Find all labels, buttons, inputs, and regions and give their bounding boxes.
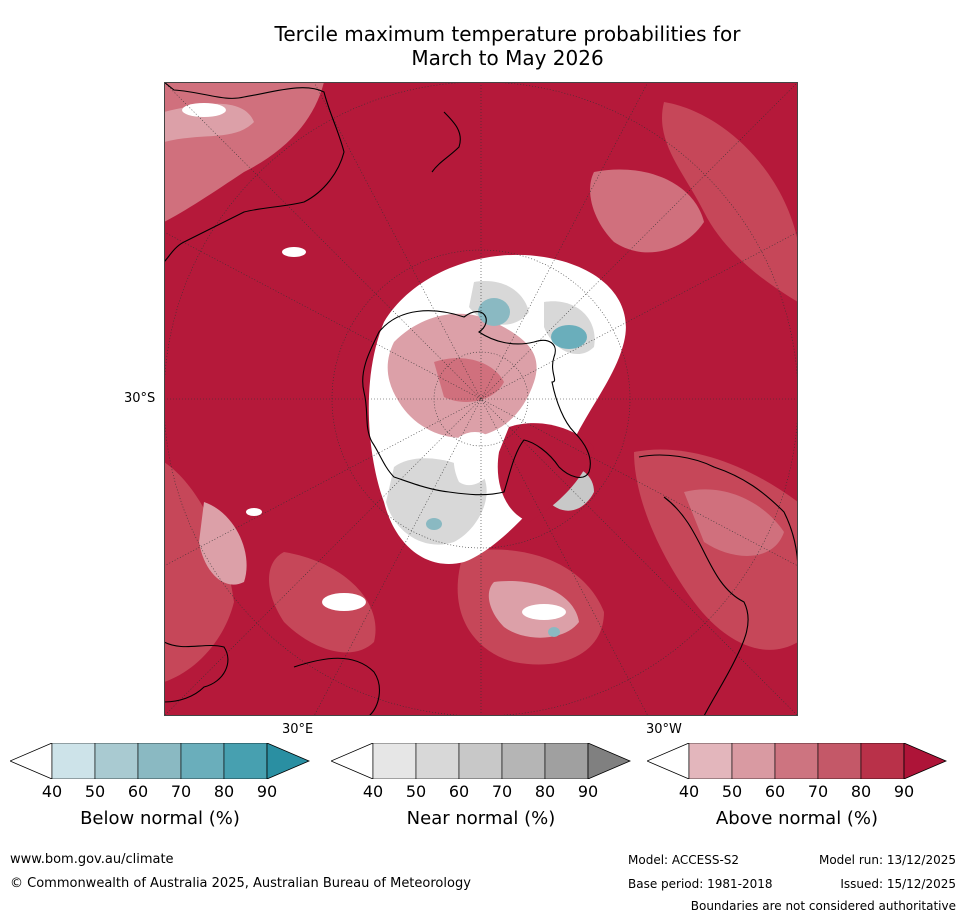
antarctica-coast xyxy=(362,310,591,496)
colorbar-ticks-near: 40 50 60 70 80 90 xyxy=(331,782,631,802)
colorbar-label-near: Near normal (%) xyxy=(406,808,556,829)
colorbar-segment xyxy=(774,743,819,779)
colorbar-label-below: Below normal (%) xyxy=(80,808,240,829)
colorbar-segment xyxy=(415,743,460,779)
white-patch xyxy=(246,508,262,516)
model-name: Model: ACCESS-S2 xyxy=(628,853,740,867)
below-normal-patch xyxy=(478,298,510,326)
colorbar-tick-label: 80 xyxy=(850,782,872,801)
graticule xyxy=(164,82,798,716)
colorbar-tick-label: 50 xyxy=(405,782,427,801)
colorbar-segment xyxy=(137,743,182,779)
colorbar-ticks-above: 40 50 60 70 80 90 xyxy=(647,782,947,802)
white-patch xyxy=(322,593,366,611)
australia-coast xyxy=(164,82,345,263)
issued-date: Issued: 15/12/2025 xyxy=(840,877,956,891)
red-intrusion xyxy=(497,423,594,522)
colorbar-tick-label: 90 xyxy=(893,782,915,801)
above-50-region xyxy=(199,502,247,585)
colorbar-tick-label: 70 xyxy=(491,782,513,801)
colorbar-segment xyxy=(817,743,862,779)
colorbar-segments xyxy=(10,743,310,779)
colorbar-segment xyxy=(544,743,589,779)
south-america-coast xyxy=(638,454,798,716)
colorbar-segment xyxy=(501,743,546,779)
colorbar-tick-label: 50 xyxy=(84,782,106,801)
coastlines xyxy=(164,82,798,716)
lat-label-30s: 30°S xyxy=(124,391,156,406)
colorbar-tick-label: 70 xyxy=(170,782,192,801)
colorbar-tick-label: 90 xyxy=(256,782,278,801)
colorbar-segment xyxy=(731,743,776,779)
below-normal-patch xyxy=(548,627,560,637)
africa-coast xyxy=(164,641,380,716)
colorbar-segments xyxy=(331,743,631,779)
disclaimer: Boundaries are not considered authoritat… xyxy=(690,899,956,913)
colorbar-segments xyxy=(647,743,947,779)
colorbar-tick-label: 50 xyxy=(721,782,743,801)
above-50-region xyxy=(684,489,784,556)
colorbar-segment xyxy=(458,743,503,779)
colorbar-extend-low xyxy=(647,743,690,779)
colorbar-extend-low xyxy=(331,743,374,779)
colorbar-tick-label: 80 xyxy=(213,782,235,801)
colorbar-extend-high xyxy=(266,743,310,779)
colorbar-extend-low xyxy=(10,743,53,779)
colorbar-tick-label: 40 xyxy=(362,782,384,801)
chart-title: Tercile maximum temperature probabilitie… xyxy=(150,22,865,70)
colorbar-extend-high xyxy=(587,743,631,779)
base-period: Base period: 1981-2018 xyxy=(628,877,773,891)
colorbar-segment xyxy=(94,743,139,779)
colorbar-tick-label: 70 xyxy=(807,782,829,801)
colorbar-below-normal xyxy=(10,743,310,779)
white-patch xyxy=(182,103,226,117)
probability-map xyxy=(164,82,798,716)
colorbar-label-above: Above normal (%) xyxy=(715,808,879,829)
lon-label-30e: 30°E xyxy=(282,722,314,737)
below-normal-patch xyxy=(426,518,442,530)
colorbar-tick-label: 90 xyxy=(577,782,599,801)
colorbar-tick-label: 40 xyxy=(678,782,700,801)
colorbar-segment xyxy=(688,743,733,779)
white-patch xyxy=(282,247,306,257)
colorbar-segment xyxy=(860,743,905,779)
below-normal-patch xyxy=(551,325,587,349)
title-line-2: March to May 2026 xyxy=(411,46,604,70)
above-70-region xyxy=(662,102,798,302)
lon-label-30w: 30°W xyxy=(646,722,682,737)
colorbar-segment xyxy=(223,743,268,779)
colorbar-above-normal xyxy=(647,743,947,779)
colorbar-tick-label: 60 xyxy=(448,782,470,801)
above-70-region xyxy=(164,462,234,682)
website-link[interactable]: www.bom.gov.au/climate xyxy=(10,852,174,867)
colorbar-tick-label: 60 xyxy=(127,782,149,801)
copyright-text: © Commonwealth of Australia 2025, Austra… xyxy=(10,876,471,891)
colorbar-segment xyxy=(51,743,96,779)
colorbar-segment xyxy=(372,743,417,779)
colorbar-segment xyxy=(180,743,225,779)
colorbar-extend-high xyxy=(903,743,947,779)
antarctica-interior xyxy=(434,358,504,402)
model-run: Model run: 13/12/2025 xyxy=(818,853,956,867)
colorbar-tick-label: 60 xyxy=(764,782,786,801)
colorbar-tick-label: 80 xyxy=(534,782,556,801)
colorbar-tick-label: 40 xyxy=(41,782,63,801)
above-70-region xyxy=(634,449,798,650)
above-50-region xyxy=(590,169,704,253)
colorbar-ticks-below: 40 50 60 70 80 90 xyxy=(10,782,310,802)
white-patch xyxy=(522,604,566,620)
new-zealand-coast xyxy=(431,111,461,173)
title-line-1: Tercile maximum temperature probabilitie… xyxy=(274,22,741,46)
colorbar-near-normal xyxy=(331,743,631,779)
